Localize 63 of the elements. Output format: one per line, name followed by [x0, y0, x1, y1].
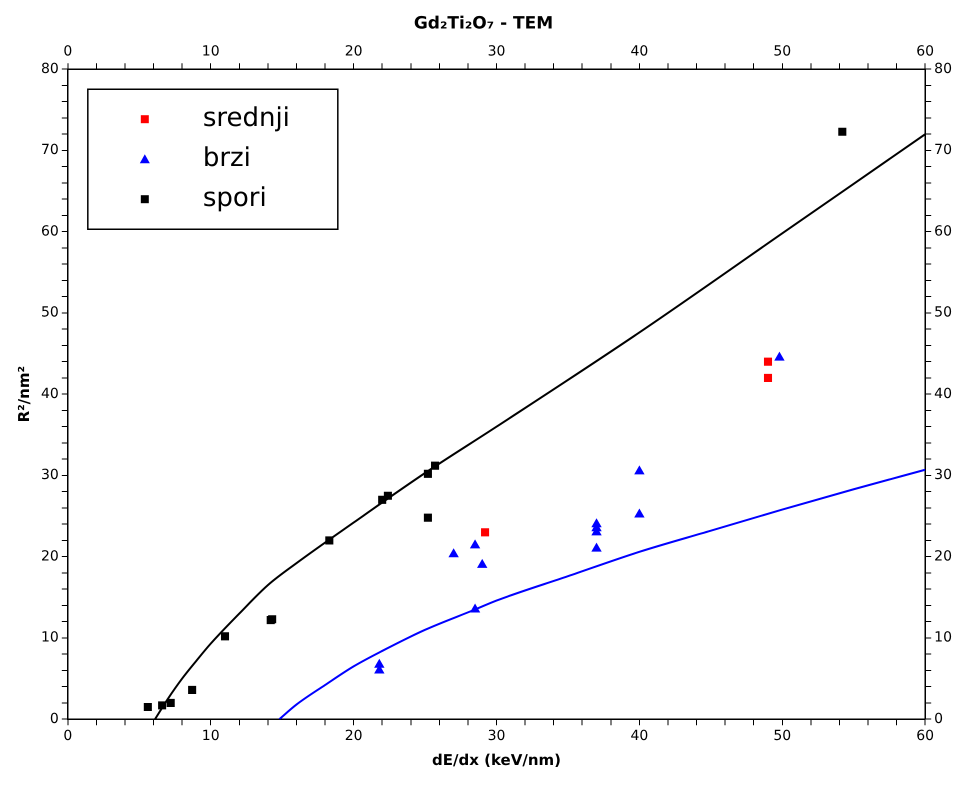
x-tick-label: 30: [488, 728, 506, 744]
point: [592, 543, 602, 552]
point: [424, 470, 432, 478]
point: [634, 466, 644, 474]
y-tick-label: 50: [40, 304, 59, 321]
point: [477, 559, 488, 568]
y-tick-label: 10: [40, 630, 59, 646]
y2-tick-label: 40: [934, 386, 952, 402]
point: [470, 604, 480, 613]
x-tick-label: 40: [630, 728, 648, 744]
y-tick-label: 60: [40, 223, 59, 240]
point: [774, 352, 784, 361]
x2-tick-label: 20: [344, 43, 363, 60]
point: [158, 701, 166, 710]
y2-tick-label: 10: [934, 630, 952, 646]
x-tick-label: 10: [202, 728, 220, 744]
y2-tick-label: 20: [934, 548, 952, 564]
y-tick-label: 30: [40, 467, 59, 484]
y2-tick-label: 30: [934, 467, 952, 484]
y-tick-label: 40: [40, 386, 59, 402]
point: [424, 514, 432, 522]
x-tick-label: 60: [916, 728, 934, 744]
y2-tick-label: 60: [934, 223, 952, 240]
chart-title: Gd₂Ti₂O₇ - TEM: [414, 14, 554, 34]
point: [325, 536, 334, 544]
x2-tick-label: 40: [630, 43, 648, 60]
x2-tick-label: 30: [488, 43, 506, 60]
x2-tick-label: 0: [63, 43, 72, 60]
point: [838, 128, 846, 136]
point: [374, 659, 384, 668]
point: [144, 702, 152, 712]
y2-tick-label: 0: [934, 710, 944, 727]
point: [384, 492, 392, 500]
legend-label: srednji: [202, 102, 290, 133]
y-axis-title: R²/nm²: [14, 366, 33, 422]
point: [470, 540, 480, 548]
x2-tick-label: 10: [202, 43, 220, 60]
point: [448, 548, 458, 558]
point: [634, 508, 644, 518]
x-tick-label: 50: [773, 728, 792, 744]
point: [592, 518, 602, 528]
point: [166, 698, 175, 707]
line-series: [278, 468, 926, 720]
point: [764, 374, 772, 382]
x-tick-label: 0: [63, 728, 72, 744]
y-tick-label: 20: [40, 548, 59, 564]
x2-tick-label: 50: [773, 43, 792, 60]
point: [188, 686, 196, 694]
y-tick-label: 80: [40, 60, 59, 77]
y-tick-label: 70: [40, 142, 59, 158]
legend-label: brzi: [202, 142, 251, 173]
y-tick-label: 0: [50, 710, 59, 727]
point: [481, 528, 490, 536]
point: [764, 358, 772, 366]
x-tick-label: 20: [344, 728, 363, 744]
y2-tick-label: 70: [934, 142, 952, 158]
y2-tick-label: 80: [934, 60, 952, 77]
y2-tick-label: 50: [934, 304, 952, 321]
x2-tick-label: 60: [916, 43, 934, 60]
point: [220, 632, 230, 640]
legend-label: spori: [202, 182, 267, 213]
x-axis-title: dE/dx (keV/nm): [432, 750, 561, 769]
point: [431, 462, 440, 470]
